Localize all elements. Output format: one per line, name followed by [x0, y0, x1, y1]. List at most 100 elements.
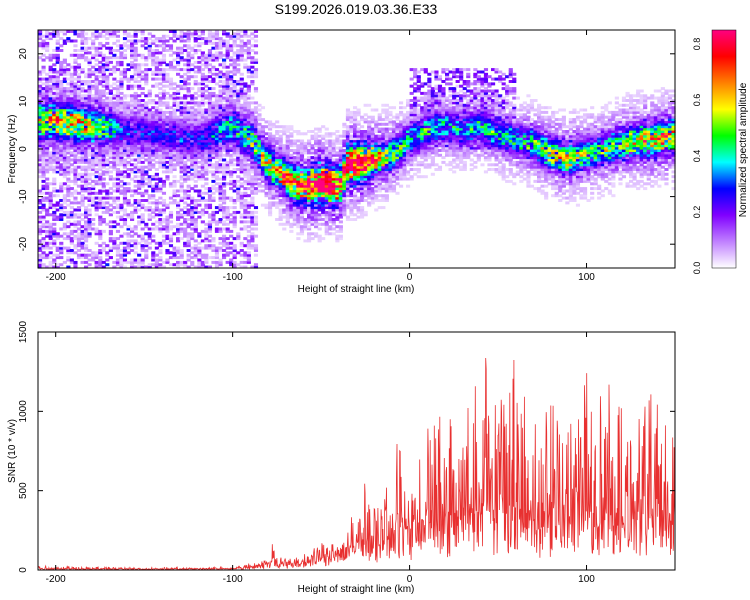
spectrogram-cell — [66, 158, 71, 162]
spectrogram-cell — [204, 139, 209, 143]
spectrogram-cell — [80, 37, 85, 41]
spectrogram-cell — [94, 201, 99, 205]
spectrogram-cell — [130, 137, 135, 141]
spectrogram-cell — [229, 170, 234, 174]
spectrogram-cell — [222, 208, 227, 212]
spectrogram-cell — [225, 34, 230, 38]
spectrogram-cell — [260, 177, 266, 181]
spectrogram-cell — [69, 134, 74, 138]
spectrogram-cell — [204, 96, 209, 100]
spectrogram-cell — [133, 108, 138, 112]
spectrogram-cell — [200, 58, 205, 62]
spectrogram-cell — [204, 244, 209, 248]
spectrogram-cell — [133, 63, 138, 67]
spectrogram-cell — [186, 106, 191, 110]
spectrogram-cell — [98, 258, 103, 262]
spectrogram-cell — [119, 146, 124, 150]
spectrogram-cell — [140, 182, 145, 186]
spectrogram-cell — [41, 101, 46, 105]
spectrogram-cell — [186, 122, 191, 126]
spectrogram-cell — [140, 184, 145, 188]
spectrogram-cell — [303, 199, 308, 202]
spectrogram-cell — [222, 108, 227, 112]
spectrogram-cell — [69, 94, 74, 98]
spectrogram-cell — [137, 125, 142, 129]
spectrogram-cell — [239, 194, 244, 198]
spectrogram-cell — [239, 30, 244, 33]
spectrogram-cell — [76, 30, 82, 33]
spectrogram-cell — [45, 182, 50, 186]
spectrogram-cell — [144, 130, 149, 133]
spectrogram-cell — [331, 144, 336, 148]
spectrogram-cell — [317, 175, 322, 179]
spectrogram-cell — [62, 146, 67, 150]
spectrogram-cell — [94, 77, 99, 81]
spectrogram-cell — [250, 179, 255, 183]
spectrogram-cell — [147, 156, 152, 160]
spectrogram-cell — [246, 106, 251, 110]
spectrogram-cell — [243, 122, 248, 126]
spectrogram-cell — [232, 220, 237, 224]
spectrogram-cell — [179, 115, 184, 119]
spectrogram-cell — [243, 118, 248, 122]
spectrogram-cell — [253, 51, 259, 55]
spectrogram-cell — [76, 151, 82, 155]
spectrogram-cell — [62, 122, 67, 126]
spectrogram-cell — [225, 120, 230, 124]
spectrogram-cell — [211, 125, 216, 129]
spectrogram-cell — [158, 229, 163, 233]
spectrogram-cell — [222, 91, 227, 95]
spectrogram-cell — [84, 244, 89, 248]
spectrogram-cell — [232, 60, 237, 64]
spectrogram-cell — [59, 144, 64, 148]
spectrogram-cell — [45, 32, 50, 36]
spectrogram-cell — [324, 229, 329, 233]
spectrogram-cell — [172, 122, 177, 126]
spectrogram-cell — [115, 151, 121, 155]
spectrogram-cell — [133, 94, 138, 98]
spectrogram-cell — [91, 32, 96, 36]
spectrogram-cell — [243, 103, 248, 107]
spectrogram-cell — [73, 199, 78, 202]
spectrogram-cell — [246, 244, 251, 248]
spectrogram-cell — [87, 263, 92, 267]
spectrogram-cell — [176, 51, 181, 55]
spectrogram-cell — [183, 82, 188, 86]
spectrogram-cell — [126, 32, 131, 36]
spectrogram-cell — [243, 141, 248, 145]
spectrogram-cell — [84, 120, 89, 124]
spectrogram-cell — [59, 256, 64, 260]
spectrogram-cell — [303, 225, 308, 229]
spectrogram-cell — [218, 80, 223, 83]
spectrogram-cell — [207, 239, 213, 243]
spectrogram-cell — [200, 96, 205, 100]
spectrogram-cell — [122, 96, 128, 100]
spectrogram-cell — [183, 232, 188, 236]
spectrogram-cell — [112, 149, 117, 152]
spectrogram-cell — [101, 172, 106, 176]
spectrogram-cell — [137, 118, 142, 122]
spectrogram-cell — [260, 130, 266, 133]
spectrogram-cell — [328, 206, 333, 210]
spectrogram-cell — [275, 170, 280, 174]
spectrogram-cell — [239, 158, 244, 162]
spectrogram-cell — [94, 175, 99, 179]
spectrogram-cell — [165, 34, 170, 38]
spectrogram-cell — [257, 130, 262, 133]
spectrogram-cell — [161, 137, 167, 141]
spectrogram-cell — [130, 77, 135, 81]
spectrogram-cell — [66, 118, 71, 122]
spectrogram-cell — [101, 132, 106, 136]
spectrogram-cell — [133, 32, 138, 36]
spectrogram-cell — [144, 232, 149, 236]
spectrogram-cell — [317, 218, 322, 221]
spectrogram-cell — [218, 156, 223, 160]
spectrogram-cell — [52, 122, 57, 126]
spectrogram-cell — [147, 165, 152, 169]
spectrogram-cell — [165, 234, 170, 238]
spectrogram-cell — [144, 108, 149, 112]
spectrogram-cell — [246, 34, 251, 38]
spectrogram-cell — [69, 130, 74, 133]
spectrogram-cell — [101, 165, 106, 169]
spectrogram-cell — [105, 137, 110, 141]
